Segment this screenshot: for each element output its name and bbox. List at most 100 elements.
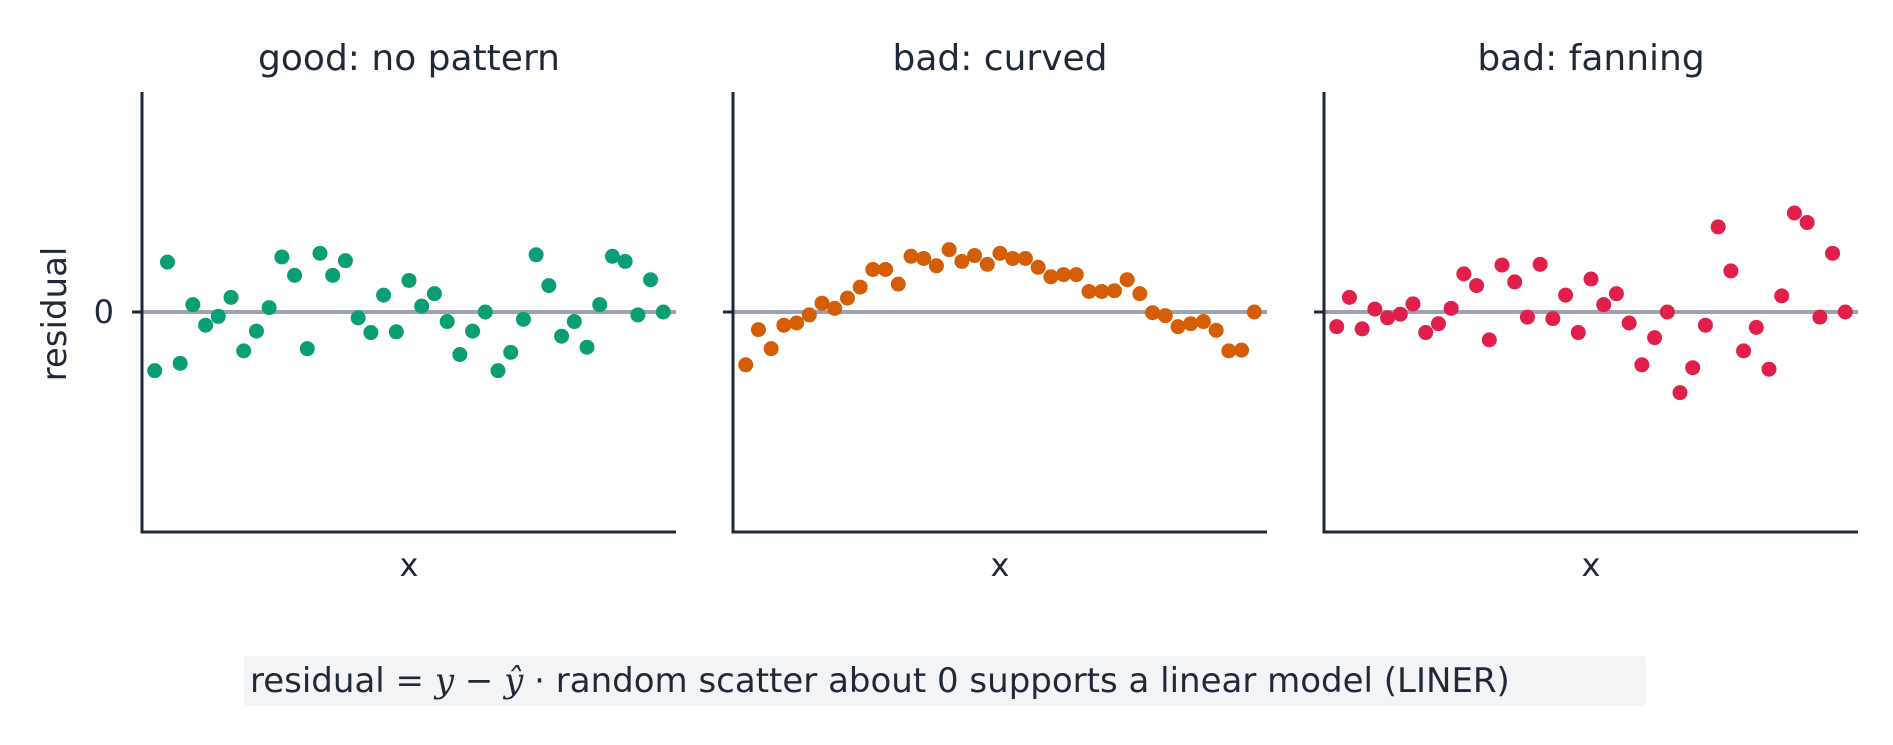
data-point [198,317,214,333]
data-point [1494,257,1510,273]
data-point [1367,301,1383,317]
data-point [1030,259,1046,275]
data-point [789,315,805,331]
data-point [1519,309,1535,325]
data-point [1157,308,1173,324]
data-point [1392,306,1408,322]
data-point [954,253,970,269]
data-point [159,254,175,270]
data-point [1469,278,1485,294]
data-point [1799,215,1815,231]
data-point [1043,269,1059,285]
data-point [1170,319,1186,335]
data-point [1812,309,1828,325]
data-point [1621,315,1637,331]
data-point [1659,304,1675,320]
data-point [376,287,392,303]
panel-title: bad: curved [892,38,1107,79]
data-point [1786,205,1802,221]
data-point [1596,297,1612,313]
data-point [1443,300,1459,316]
data-point [916,250,932,266]
data-point [1608,286,1624,302]
x-axis-label: x [1582,546,1601,584]
data-point [477,304,493,320]
data-point [1672,385,1688,401]
data-point [1570,325,1586,341]
caption-separator: · [523,661,556,701]
data-point [1145,305,1161,321]
data-point [503,344,519,360]
data-point [1246,304,1262,320]
panel-title: good: no pattern [258,38,560,79]
data-point [1647,330,1663,346]
caption: residual = y − ŷ · random scatter about … [250,662,1510,700]
data-point [274,249,290,265]
data-point [1081,283,1097,299]
data-point [604,248,620,264]
data-point [172,355,188,371]
data-point [1748,319,1764,335]
data-point [1195,314,1211,330]
x-axis-label: x [400,546,419,584]
data-point [1532,256,1548,272]
data-point [1221,343,1237,359]
data-point [287,267,303,283]
data-point [337,253,353,269]
data-point [325,267,341,283]
data-point [992,245,1008,261]
data-point [147,363,163,379]
data-point [750,322,766,338]
data-point [452,347,468,363]
data-point [941,242,957,258]
data-point [1685,360,1701,376]
data-point [1094,283,1110,299]
data-point [617,253,633,269]
data-point [388,324,404,340]
data-point [248,323,264,339]
data-point [1774,288,1790,304]
data-point [1837,304,1853,320]
data-point [1132,286,1148,302]
data-point [1710,219,1726,235]
data-point [363,325,379,341]
data-point [185,297,201,313]
panel-title: bad: fanning [1477,38,1704,79]
data-point [1507,274,1523,290]
data-point [890,276,906,292]
caption-box [244,656,1646,706]
data-point [814,295,830,311]
data-point [1017,250,1033,266]
data-point [1234,342,1250,358]
data-point [839,290,855,306]
data-point [579,339,595,355]
data-point [1583,271,1599,287]
data-point [592,297,608,313]
data-point [776,317,792,333]
data-point [299,341,315,357]
data-point [1354,321,1370,337]
data-point [401,272,417,288]
data-point [515,311,531,327]
data-point [1380,310,1396,326]
x-axis-label: x [991,546,1010,584]
data-point [312,245,328,261]
data-point [1697,317,1713,333]
data-point [1723,263,1739,279]
data-point [1761,361,1777,377]
data-point [261,300,277,316]
caption-formula: = y − ŷ [395,661,524,701]
data-point [1558,287,1574,303]
data-point [465,323,481,339]
data-point [1430,316,1446,332]
data-point [801,307,817,323]
data-point [1545,311,1561,327]
data-point [655,304,671,320]
data-point [541,278,557,294]
data-point [1825,245,1841,261]
data-point [210,308,226,324]
data-point [903,248,919,264]
data-point [763,341,779,357]
data-point [878,261,894,277]
